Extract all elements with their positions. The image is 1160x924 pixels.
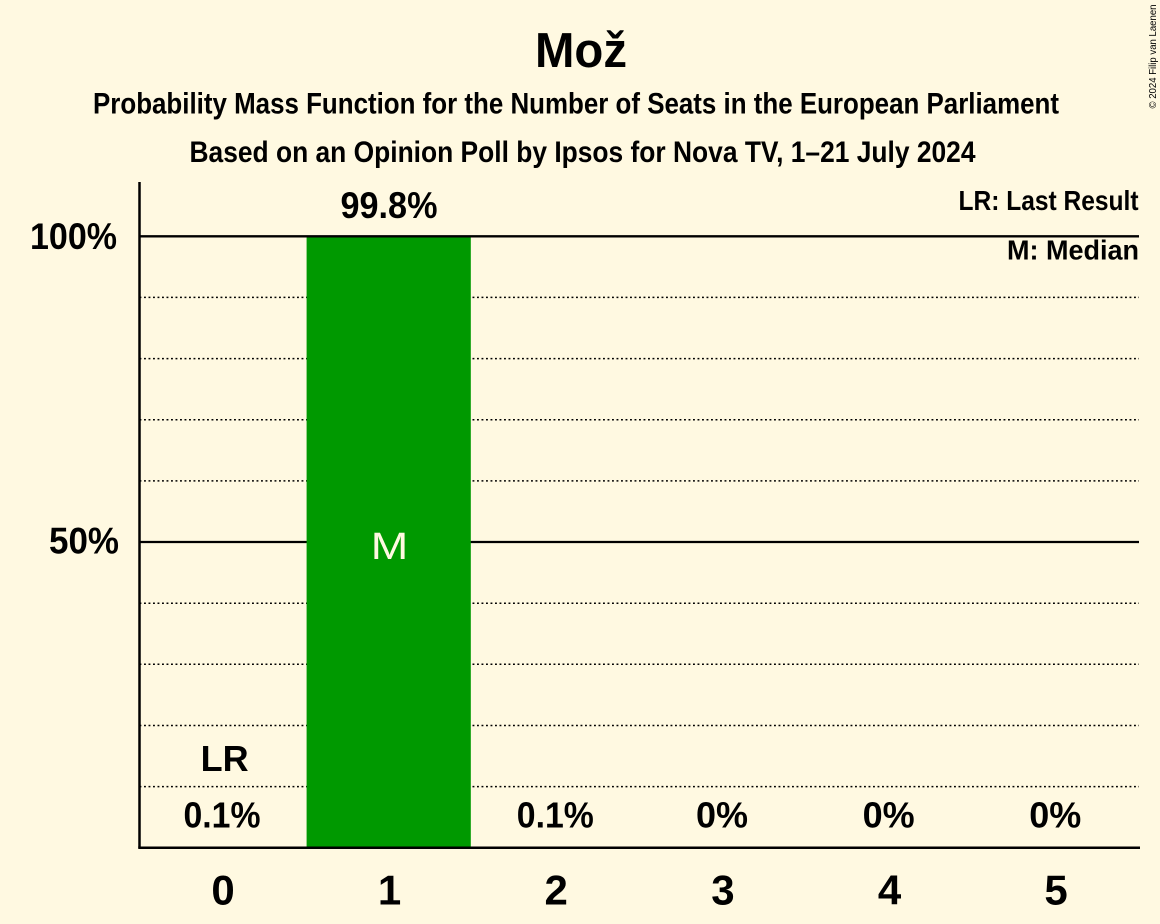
svg-text:M: M bbox=[371, 526, 409, 568]
svg-text:99.8%: 99.8% bbox=[341, 185, 438, 226]
svg-text:LR: Last Result: LR: Last Result bbox=[959, 185, 1139, 216]
svg-text:0%: 0% bbox=[1029, 794, 1081, 835]
svg-text:3: 3 bbox=[711, 867, 734, 914]
svg-text:Based on an Opinion Poll by Ip: Based on an Opinion Poll by Ipsos for No… bbox=[190, 136, 976, 169]
svg-text:Mož: Mož bbox=[535, 24, 627, 78]
svg-text:100%: 100% bbox=[30, 216, 117, 257]
svg-text:2: 2 bbox=[545, 867, 568, 914]
svg-text:5: 5 bbox=[1044, 867, 1067, 914]
svg-text:0.1%: 0.1% bbox=[517, 794, 594, 835]
svg-text:0%: 0% bbox=[863, 794, 915, 835]
svg-text:4: 4 bbox=[878, 867, 902, 914]
svg-text:50%: 50% bbox=[49, 521, 119, 562]
svg-text:1: 1 bbox=[378, 867, 401, 914]
svg-text:© 2024 Filip van Laenen: © 2024 Filip van Laenen bbox=[1148, 5, 1159, 109]
svg-text:0.1%: 0.1% bbox=[184, 794, 261, 835]
svg-text:0: 0 bbox=[211, 867, 234, 914]
svg-text:LR: LR bbox=[201, 738, 249, 779]
svg-text:0%: 0% bbox=[696, 794, 748, 835]
svg-text:M: Median: M: Median bbox=[1007, 235, 1139, 266]
svg-text:Probability Mass Function for: Probability Mass Function for the Number… bbox=[93, 87, 1059, 120]
